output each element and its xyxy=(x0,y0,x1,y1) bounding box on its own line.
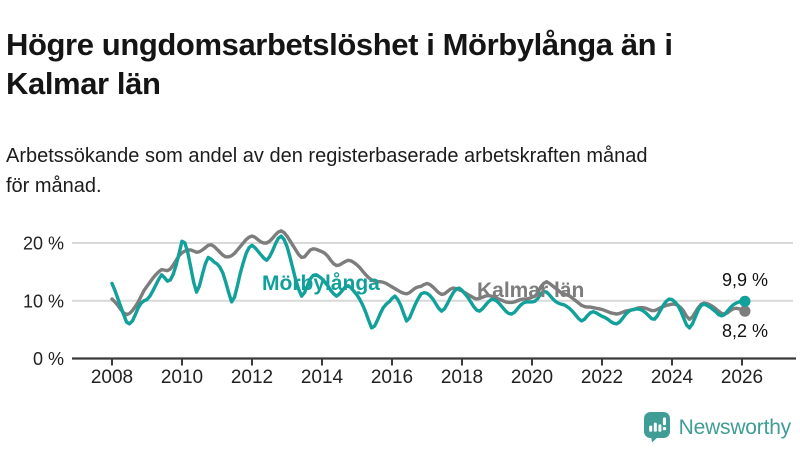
end-value-label-m-rbyl-nga: 9,9 % xyxy=(722,270,768,290)
page-title-line2: Kalmar län xyxy=(6,65,161,101)
chart-subtitle-line1: Arbetssökande som andel av den registerb… xyxy=(6,145,648,167)
x-axis-label-2016: 2016 xyxy=(371,367,413,388)
chart-svg: 2008 2010 2012 2014 2016 2018 2020 2022 2024 2026… xyxy=(23,229,796,388)
chart-subtitle: Arbetssökande som andel av den registerb… xyxy=(6,141,786,201)
series-end-dot-m-rbyl-nga xyxy=(739,295,751,307)
page-title: Högre ungdomsarbetslöshet i Mörbylånga ä… xyxy=(6,26,786,104)
x-axis-label-2010: 2010 xyxy=(161,367,203,388)
series-line-m-rbyl-nga xyxy=(110,234,747,330)
unemployment-line-chart: 2008 2010 2012 2014 2016 2018 2020 2022 2024 2026… xyxy=(0,210,800,400)
series-line-kalmar-l-n xyxy=(110,229,747,321)
newsworthy-logo: Newsworthy xyxy=(643,412,791,443)
x-axis-label-2022: 2022 xyxy=(581,367,623,388)
y-axis-label-10: 10 % xyxy=(23,291,64,311)
x-axis-label-2012: 2012 xyxy=(231,367,273,388)
bar-chart-speech-bubble-icon xyxy=(643,412,670,443)
x-axis-label-2018: 2018 xyxy=(441,367,483,388)
x-axis-label-2014: 2014 xyxy=(301,367,344,388)
y-axis-label-0: 0 % xyxy=(33,349,64,369)
x-axis-label-2008: 2008 xyxy=(91,367,133,388)
chart-subtitle-line2: för månad. xyxy=(6,175,102,197)
x-axis-label-2026: 2026 xyxy=(721,367,763,388)
x-axis-label-2024: 2024 xyxy=(651,367,694,388)
page-title-line1: Högre ungdomsarbetslöshet i Mörbylånga ä… xyxy=(6,26,673,62)
series-label-kalmar-l-n: Kalmar län xyxy=(477,279,584,302)
series-end-dot-kalmar-l-n xyxy=(739,305,751,317)
y-axis-label-20: 20 % xyxy=(23,234,64,254)
series-label-m-rbyl-nga: Mörbylånga xyxy=(262,272,380,295)
end-value-label-kalmar-l-n: 8,2 % xyxy=(722,321,768,341)
newsworthy-wordmark: Newsworthy xyxy=(678,415,792,439)
x-axis-label-2020: 2020 xyxy=(511,367,553,388)
